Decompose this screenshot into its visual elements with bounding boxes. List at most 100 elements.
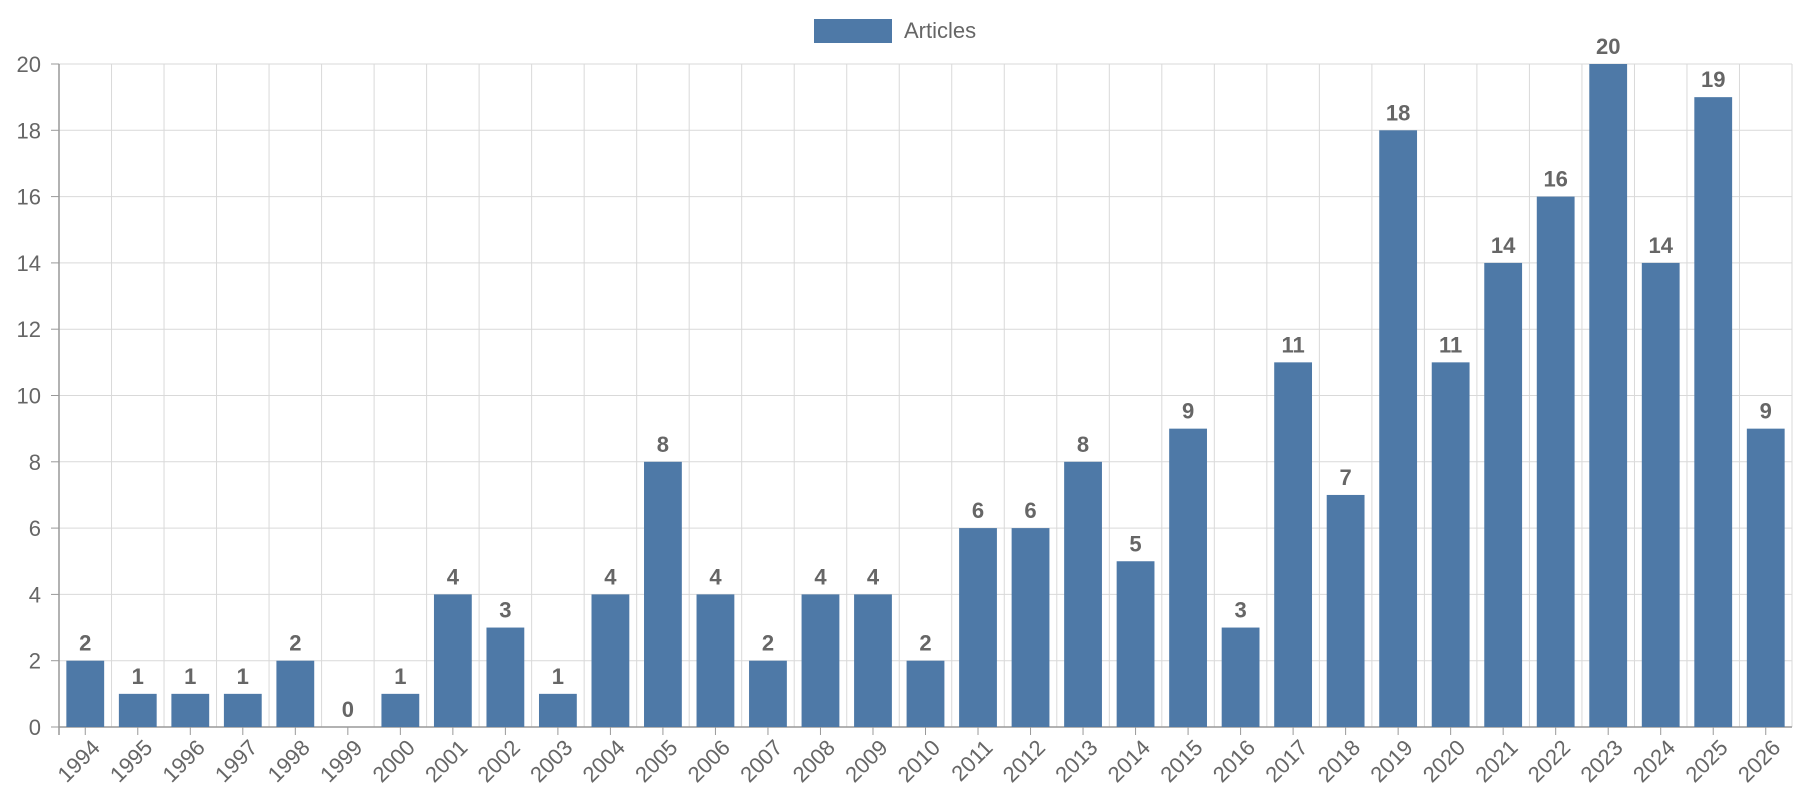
bar-2025 <box>1694 97 1733 727</box>
bar-2015 <box>1169 428 1207 727</box>
data-label-2006: 4 <box>709 564 722 589</box>
bar-2014 <box>1116 561 1155 727</box>
bar-2021 <box>1484 262 1523 727</box>
x-tick-label-2020: 2020 <box>1418 735 1470 787</box>
y-tick-label: 18 <box>17 118 41 143</box>
bar-2023 <box>1589 64 1628 727</box>
x-tick-label-2013: 2013 <box>1050 735 1102 787</box>
y-tick-label: 4 <box>29 582 41 607</box>
bar-2002 <box>486 627 525 727</box>
x-tick-label-2007: 2007 <box>735 735 787 787</box>
data-label-2016: 3 <box>1234 598 1246 623</box>
y-tick-label: 0 <box>29 715 41 740</box>
x-tick-label-2021: 2021 <box>1470 735 1522 787</box>
y-tick-label: 14 <box>17 251 41 276</box>
x-tick-label-1998: 1998 <box>263 735 315 787</box>
x-tick-label-2015: 2015 <box>1155 735 1207 787</box>
x-tick-label-2004: 2004 <box>578 735 630 787</box>
y-tick-label: 8 <box>29 450 41 475</box>
data-label-2019: 18 <box>1386 100 1410 125</box>
bar-1994 <box>66 660 105 727</box>
data-label-2021: 14 <box>1491 233 1516 258</box>
data-label-2004: 4 <box>604 564 617 589</box>
x-tick-label-2024: 2024 <box>1628 735 1680 787</box>
bar-1996 <box>171 693 210 727</box>
bar-2018 <box>1326 494 1365 727</box>
y-tick-label: 10 <box>17 384 41 409</box>
x-tick-label-2018: 2018 <box>1313 735 1365 787</box>
x-tick-label-2026: 2026 <box>1733 735 1785 787</box>
x-tick-label-2023: 2023 <box>1575 735 1627 787</box>
x-tick-label-1994: 1994 <box>53 735 105 787</box>
y-tick-label: 2 <box>29 649 41 674</box>
bar-2013 <box>1064 461 1102 727</box>
x-tick-label-2017: 2017 <box>1260 735 1312 787</box>
bar-2001 <box>433 594 472 727</box>
legend-swatch-articles <box>814 19 892 43</box>
bar-2004 <box>591 594 630 727</box>
x-tick-label-2003: 2003 <box>525 735 577 787</box>
x-tick-label-1995: 1995 <box>105 735 157 787</box>
bar-2005 <box>644 461 682 727</box>
bar-2020 <box>1431 362 1470 727</box>
bar-2012 <box>1011 528 1050 727</box>
x-tick-label-2001: 2001 <box>420 735 472 787</box>
x-tick-label-1997: 1997 <box>210 735 262 787</box>
x-tick-label-1999: 1999 <box>315 735 367 787</box>
x-tick-label-2025: 2025 <box>1680 735 1732 787</box>
data-label-2026: 9 <box>1760 399 1772 424</box>
y-tick-label: 12 <box>17 317 41 342</box>
bar-2010 <box>906 660 945 727</box>
x-tick-label-2002: 2002 <box>473 735 525 787</box>
x-tick-label-2006: 2006 <box>683 735 735 787</box>
data-label-1995: 1 <box>132 664 144 689</box>
data-label-2022: 16 <box>1543 167 1567 192</box>
x-tick-label-2014: 2014 <box>1103 735 1155 787</box>
bar-1995 <box>118 693 157 727</box>
bar-2019 <box>1379 130 1418 728</box>
bar-2000 <box>381 693 420 727</box>
data-label-2000: 1 <box>394 664 406 689</box>
data-label-1994: 2 <box>79 631 91 656</box>
legend-label-articles: Articles <box>904 18 977 43</box>
data-label-2020: 11 <box>1439 332 1462 357</box>
data-label-2008: 4 <box>814 564 827 589</box>
data-label-2018: 7 <box>1339 465 1351 490</box>
x-tick-label-2012: 2012 <box>998 735 1050 787</box>
data-label-2003: 1 <box>552 664 564 689</box>
bar-2011 <box>959 528 997 727</box>
bar-2024 <box>1641 262 1680 727</box>
x-tick-label-2022: 2022 <box>1523 735 1575 787</box>
x-tick-label-2000: 2000 <box>368 735 420 787</box>
y-tick-label: 20 <box>17 52 41 77</box>
y-tick-label: 16 <box>17 185 41 210</box>
bar-2026 <box>1746 428 1785 727</box>
data-label-2007: 2 <box>762 631 774 656</box>
data-label-2005: 8 <box>657 432 669 457</box>
data-label-1999: 0 <box>342 697 354 722</box>
data-label-1998: 2 <box>289 631 301 656</box>
x-tick-label-2009: 2009 <box>840 735 892 787</box>
bar-1997 <box>223 693 262 727</box>
data-label-1997: 1 <box>237 664 249 689</box>
data-label-2017: 11 <box>1281 332 1304 357</box>
bar-2016 <box>1221 627 1260 727</box>
x-tick-label-2010: 2010 <box>893 735 945 787</box>
x-tick-label-2005: 2005 <box>630 735 682 787</box>
x-tick-label-1996: 1996 <box>158 735 210 787</box>
data-label-2011: 6 <box>972 498 984 523</box>
bar-2008 <box>801 594 840 727</box>
x-tick-label-2011: 2011 <box>946 735 997 786</box>
data-label-2023: 20 <box>1596 34 1620 59</box>
data-label-2010: 2 <box>919 631 931 656</box>
data-label-2024: 14 <box>1648 233 1673 258</box>
x-tick-label-2019: 2019 <box>1365 735 1417 787</box>
chart-legend: Articles <box>814 18 976 44</box>
bar-2006 <box>696 594 735 727</box>
data-label-2002: 3 <box>499 598 511 623</box>
bar-2003 <box>538 693 577 727</box>
data-label-2014: 5 <box>1129 531 1141 556</box>
bar-2009 <box>854 594 892 727</box>
x-tick-label-2016: 2016 <box>1208 735 1260 787</box>
